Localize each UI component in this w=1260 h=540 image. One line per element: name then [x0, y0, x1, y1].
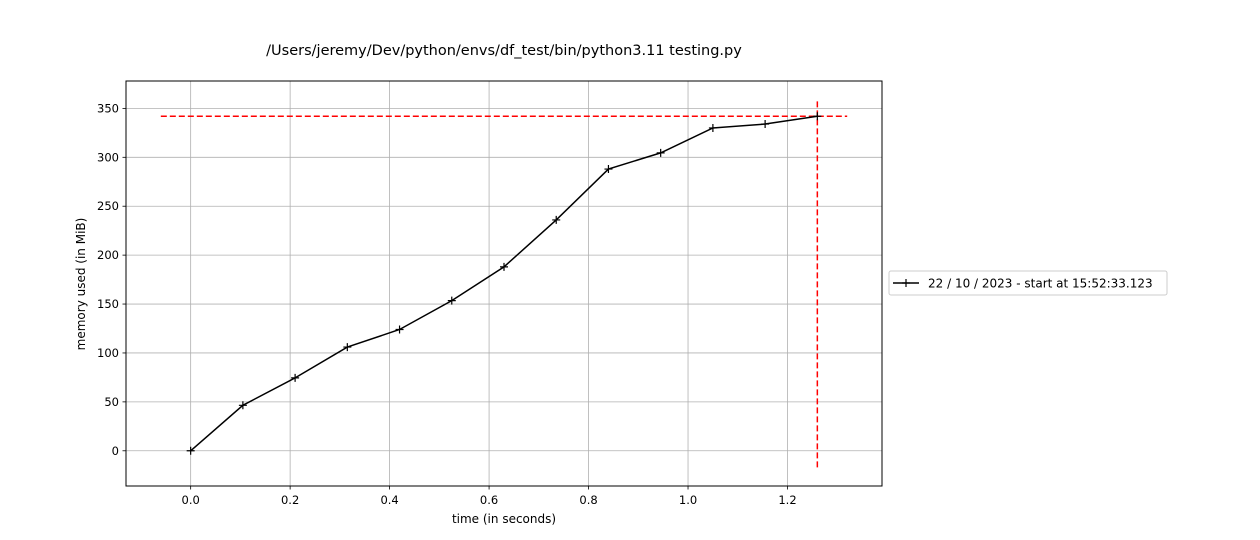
legend-frame [888, 270, 1168, 296]
data-point-marker [395, 325, 404, 334]
data-point-marker [291, 373, 300, 382]
data-point-marker [447, 296, 456, 305]
data-point-marker [238, 401, 247, 410]
plot-area-frame [125, 80, 883, 487]
chart-title: /Users/jeremy/Dev/python/envs/df_test/bi… [266, 43, 742, 59]
x-tick-label: 1.2 [778, 493, 796, 507]
data-point-marker [708, 123, 717, 132]
data-point-marker [761, 120, 770, 129]
legend: 22 / 10 / 2023 - start at 15:52:33.123 [888, 270, 1168, 296]
series-line [190, 115, 818, 452]
y-tick-label: 200 [97, 248, 119, 262]
x-tick-label: 0.6 [480, 493, 498, 507]
x-axis-label: time (in seconds) [452, 512, 556, 526]
data-point-marker [500, 262, 508, 271]
x-tick-label: 0.0 [182, 493, 200, 507]
x-tick-label: 0.8 [579, 493, 597, 507]
data-series [186, 112, 822, 455]
data-point-marker [656, 148, 665, 157]
y-tick-label: 150 [97, 297, 119, 311]
y-tick-label: 0 [112, 444, 119, 458]
data-point-marker [186, 446, 195, 455]
y-tick-label: 50 [104, 395, 119, 409]
data-point-marker [813, 112, 822, 121]
y-tick-label: 100 [97, 346, 119, 360]
y-tick-label: 250 [97, 199, 119, 213]
grid-lines [126, 81, 882, 486]
y-tick-label: 300 [97, 150, 119, 164]
y-tick-label: 350 [97, 101, 119, 115]
legend-label: 22 / 10 / 2023 - start at 15:52:33.123 [928, 277, 1153, 291]
y-axis-ticks: 0 50 100 150 200 250 300 350 [97, 101, 126, 458]
data-point-marker [552, 215, 561, 224]
x-tick-label: 1.0 [679, 493, 697, 507]
reference-lines [160, 98, 848, 468]
x-tick-label: 0.2 [281, 493, 299, 507]
x-tick-label: 0.4 [380, 493, 398, 507]
data-point-marker [343, 343, 352, 352]
legend-marker-swatch [902, 279, 910, 287]
data-point-marker [604, 165, 613, 174]
x-axis-ticks: 0.0 0.2 0.4 0.6 0.8 1.0 1.2 [182, 486, 797, 507]
y-axis-label: memory used (in MiB) [74, 218, 88, 351]
